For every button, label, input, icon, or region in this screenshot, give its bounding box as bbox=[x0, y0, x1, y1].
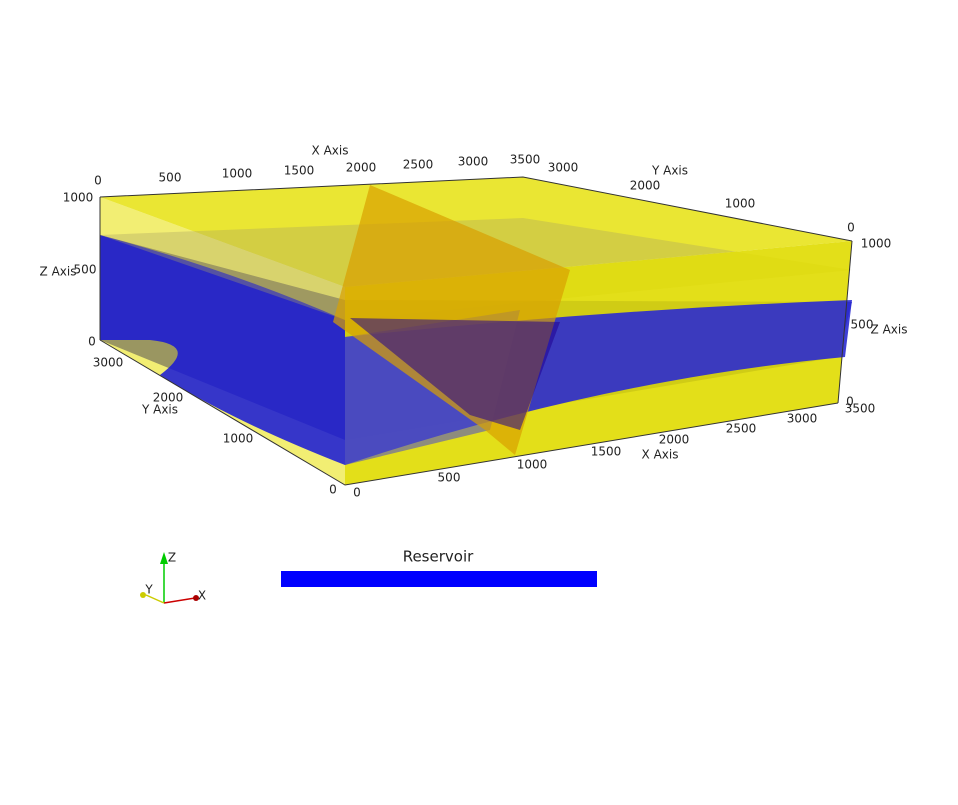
right-edge bbox=[837, 240, 853, 404]
tick-label: 0 bbox=[88, 335, 96, 349]
y-arrow-head bbox=[140, 592, 146, 598]
tick-label: 3500 bbox=[510, 153, 541, 167]
tick-label: 500 bbox=[438, 471, 461, 485]
tick-label: 2500 bbox=[726, 422, 757, 436]
tick-label: 0 bbox=[846, 395, 854, 409]
legend: Reservoir bbox=[281, 548, 597, 587]
z-label: Z bbox=[168, 551, 176, 565]
axis-title: Y Axis bbox=[651, 164, 688, 178]
tick-label: 1000 bbox=[725, 197, 756, 211]
tick-label: 500 bbox=[74, 263, 97, 277]
tick-label: 0 bbox=[353, 486, 361, 500]
left-blue-band bbox=[100, 235, 345, 465]
tick-label: 500 bbox=[159, 171, 182, 185]
tick-label: 3000 bbox=[548, 161, 579, 175]
x-arrow-head bbox=[193, 595, 199, 601]
y-label: Y bbox=[144, 583, 153, 597]
legend-swatch bbox=[281, 571, 597, 587]
axis-title: Z Axis bbox=[40, 265, 77, 279]
orientation-widget: Z Y X bbox=[140, 551, 206, 604]
x-arrow bbox=[163, 597, 196, 604]
legend-label: Reservoir bbox=[403, 548, 474, 566]
bounding-box bbox=[99, 176, 853, 486]
model bbox=[99, 176, 853, 486]
tick-label: 0 bbox=[329, 483, 337, 497]
tick-label: 1000 bbox=[222, 167, 253, 181]
bottom-edge bbox=[99, 339, 839, 486]
x-label: X bbox=[198, 589, 206, 603]
fault-reservoir bbox=[350, 318, 560, 430]
tick-label: 500 bbox=[851, 318, 874, 332]
z-arrow-head bbox=[160, 552, 168, 564]
tick-label: 3000 bbox=[458, 155, 489, 169]
tick-label: 0 bbox=[847, 221, 855, 235]
tick-label: 1000 bbox=[517, 458, 548, 472]
tick-label: 2000 bbox=[346, 161, 377, 175]
tick-label: 0 bbox=[94, 174, 102, 188]
tick-label: 1500 bbox=[591, 445, 622, 459]
tick-label: 1000 bbox=[63, 191, 94, 205]
tick-label: 2500 bbox=[403, 158, 434, 172]
axis-title: X Axis bbox=[312, 144, 349, 158]
axis-title: Z Axis bbox=[871, 323, 908, 337]
y-arrow bbox=[145, 594, 165, 604]
tick-label: 1000 bbox=[223, 432, 254, 446]
tick-label: 3000 bbox=[787, 412, 818, 426]
tick-label: 3500 bbox=[845, 402, 876, 416]
tick-label: 2000 bbox=[630, 179, 661, 193]
top-edge bbox=[99, 176, 853, 242]
tick-label: 2000 bbox=[153, 391, 184, 405]
tick-label: 2000 bbox=[659, 433, 690, 447]
axis-title: Y Axis bbox=[141, 403, 178, 417]
axis-title: X Axis bbox=[642, 448, 679, 462]
tick-label: 1500 bbox=[284, 164, 315, 178]
tick-label: 3000 bbox=[93, 356, 124, 370]
axis-labels: X Axis 0 500 1000 1500 2000 2500 3000 35… bbox=[40, 144, 908, 500]
tick-label: 1000 bbox=[861, 237, 892, 251]
